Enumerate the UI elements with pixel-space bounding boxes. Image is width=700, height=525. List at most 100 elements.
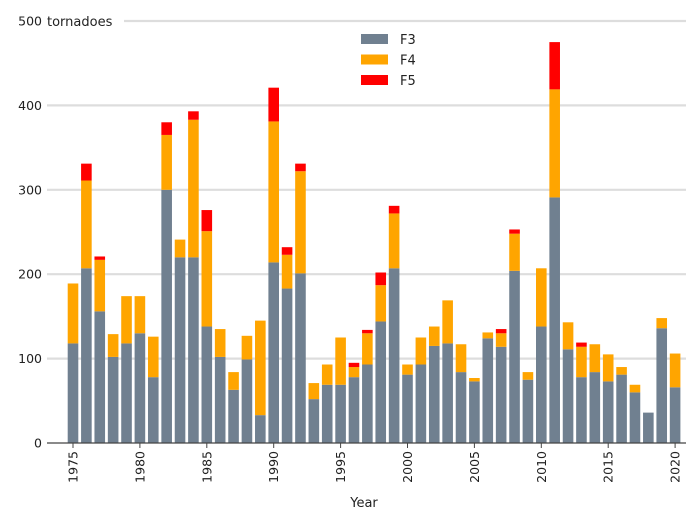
bar-f4-2017: [629, 384, 641, 393]
x-tick-label: 1980: [132, 451, 147, 483]
bar-f5-1984: [188, 111, 199, 120]
bar-f4-2002: [428, 326, 440, 346]
bar-f3-1995: [335, 384, 346, 443]
bar-f4-2005: [469, 378, 480, 382]
y-tick-label: 400: [18, 98, 42, 113]
bar-f4-2009: [522, 372, 534, 380]
bar-f4-1980: [134, 296, 146, 334]
bar-f3-1978: [107, 356, 119, 443]
bar-f4-2013: [576, 346, 587, 378]
bars: [67, 42, 681, 443]
bar-f3-1990: [268, 262, 279, 443]
bar-f4-2014: [589, 344, 601, 373]
y-axis: 0 100 200 300 400 500: [18, 14, 42, 451]
x-tick-label: 1990: [266, 451, 281, 483]
bar-f3-2010: [536, 326, 547, 443]
bar-f3-1986: [214, 356, 226, 443]
bar-f4-1995: [335, 337, 346, 385]
bar-f4-1975: [67, 283, 79, 344]
y-tick-label: 300: [18, 182, 42, 197]
y-axis-label: tornadoes: [47, 15, 113, 30]
bar-f4-1989: [255, 320, 266, 416]
bar-f5-1992: [295, 163, 306, 172]
bar-f5-1998: [375, 272, 387, 286]
bar-f4-2011: [549, 89, 560, 198]
bar-f4-1986: [214, 329, 226, 357]
x-tick-label: 1975: [66, 451, 81, 483]
bar-f5-1985: [201, 210, 213, 232]
bar-f3-2001: [415, 364, 427, 443]
bar-f3-1994: [321, 384, 333, 443]
bar-f3-1983: [174, 257, 186, 443]
bar-f3-2003: [442, 343, 453, 443]
bar-f3-2009: [522, 379, 534, 443]
bar-f4-1987: [228, 372, 239, 390]
bar-f3-1998: [375, 321, 387, 443]
bar-f4-2015: [602, 354, 614, 382]
bar-f4-1993: [308, 383, 320, 400]
bar-f4-1977: [94, 259, 106, 312]
bar-f3-1992: [295, 273, 306, 443]
bar-f3-1985: [201, 326, 213, 443]
bar-f5-1991: [281, 247, 293, 255]
bar-f4-2004: [455, 344, 467, 373]
bar-f4-1982: [161, 134, 172, 190]
bar-f4-1981: [147, 336, 159, 378]
bar-f3-2002: [428, 345, 440, 443]
x-tick-label: 2010: [534, 451, 549, 483]
bar-f3-2000: [402, 374, 413, 443]
x-tick-label: 2005: [467, 451, 482, 483]
bar-f3-1981: [147, 377, 159, 443]
bar-f3-1976: [81, 268, 92, 443]
bar-f3-1975: [67, 343, 79, 443]
bar-f3-1989: [255, 415, 266, 443]
bar-f4-2008: [509, 233, 520, 271]
legend-label-f5: F5: [400, 74, 416, 89]
x-tick-label: 2015: [601, 451, 616, 483]
x-tick-label: 2000: [400, 451, 415, 483]
bar-f3-2005: [469, 381, 480, 443]
bar-f4-2016: [616, 367, 627, 375]
y-tick-label: 0: [34, 436, 42, 451]
bar-f4-1979: [121, 296, 132, 344]
bar-f5-1999: [388, 205, 400, 214]
bar-f4-2006: [482, 332, 494, 339]
bar-f3-1988: [241, 359, 253, 443]
bar-f5-2011: [549, 42, 560, 90]
bar-f3-1980: [134, 333, 146, 443]
bar-f4-2020: [669, 353, 681, 388]
bar-f3-2006: [482, 338, 494, 443]
bar-f4-1985: [201, 231, 213, 327]
bar-f4-1983: [174, 239, 186, 258]
legend-swatch-f5: [361, 75, 388, 85]
bar-f3-2013: [576, 377, 587, 443]
bar-f5-1996: [348, 362, 360, 368]
bar-f3-1977: [94, 311, 106, 443]
bar-f4-1990: [268, 121, 279, 263]
bar-f3-1982: [161, 189, 172, 443]
bar-f4-2000: [402, 364, 413, 375]
bar-f3-1984: [188, 257, 199, 443]
bar-f3-2008: [509, 270, 520, 443]
bar-f4-1994: [321, 364, 333, 385]
bar-f3-2012: [562, 349, 574, 443]
bar-f3-1979: [121, 343, 132, 443]
bar-f4-2003: [442, 300, 453, 344]
bar-f4-2007: [495, 333, 507, 347]
legend-label-f4: F4: [400, 54, 416, 69]
bar-f3-1993: [308, 399, 320, 443]
bar-f5-1982: [161, 122, 172, 135]
y-tick-label: 500: [18, 14, 42, 29]
bar-f4-1996: [348, 367, 360, 378]
legend-label-f3: F3: [400, 33, 416, 48]
x-axis: 1975 1980 1985 1990 1995 2000 2005 2010 2015 2020: [47, 442, 686, 483]
legend-swatch-f4: [361, 54, 388, 65]
bar-f4-1992: [295, 171, 306, 274]
bar-f4-1988: [241, 335, 253, 360]
y-tick-label: 100: [18, 351, 42, 366]
y-tick-label: 200: [18, 267, 42, 282]
x-tick-label: 1995: [333, 451, 348, 483]
bar-f5-2013: [576, 342, 587, 347]
x-tick-label: 1985: [199, 451, 214, 483]
